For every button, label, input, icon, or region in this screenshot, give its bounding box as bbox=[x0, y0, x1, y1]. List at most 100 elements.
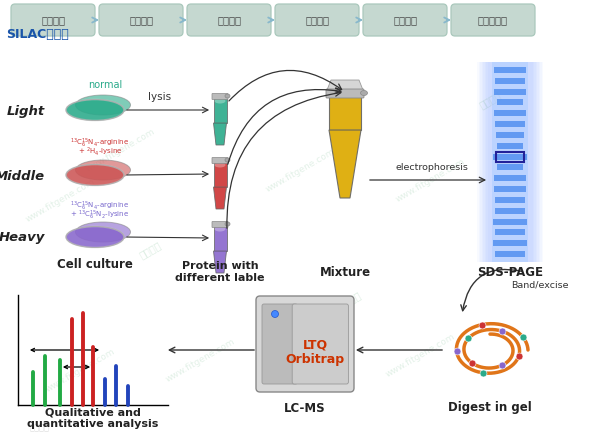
Bar bbox=[477, 62, 543, 262]
FancyBboxPatch shape bbox=[363, 4, 447, 36]
FancyBboxPatch shape bbox=[256, 296, 354, 392]
Bar bbox=[479, 62, 542, 262]
Bar bbox=[497, 165, 523, 171]
Bar bbox=[329, 95, 361, 130]
FancyBboxPatch shape bbox=[187, 4, 271, 36]
Bar bbox=[494, 67, 526, 73]
Text: www.fitgene.com: www.fitgene.com bbox=[24, 177, 96, 223]
FancyBboxPatch shape bbox=[212, 222, 228, 227]
Bar bbox=[486, 62, 534, 262]
Bar bbox=[493, 240, 527, 246]
Bar bbox=[495, 121, 525, 127]
Ellipse shape bbox=[76, 160, 131, 180]
Ellipse shape bbox=[215, 98, 226, 103]
Text: 电泳分离: 电泳分离 bbox=[217, 15, 241, 25]
Text: 定性与定量: 定性与定量 bbox=[478, 15, 508, 25]
FancyBboxPatch shape bbox=[275, 4, 359, 36]
Text: 酶切消化: 酶切消化 bbox=[305, 15, 329, 25]
Bar bbox=[487, 62, 533, 262]
Text: lysis: lysis bbox=[148, 92, 172, 102]
Text: Mixture: Mixture bbox=[319, 265, 371, 278]
Bar bbox=[494, 110, 526, 116]
FancyArrowPatch shape bbox=[268, 17, 273, 23]
FancyArrowPatch shape bbox=[92, 17, 97, 23]
Text: LTQ
Orbitrap: LTQ Orbitrap bbox=[286, 338, 344, 366]
Bar bbox=[496, 229, 524, 236]
Text: Protein with
different lable: Protein with different lable bbox=[175, 261, 265, 283]
Text: www.fitgene.com: www.fitgene.com bbox=[44, 346, 116, 394]
Ellipse shape bbox=[66, 226, 124, 248]
Polygon shape bbox=[214, 123, 227, 145]
Bar bbox=[497, 100, 523, 106]
Ellipse shape bbox=[361, 90, 367, 96]
Bar bbox=[494, 186, 526, 192]
Text: $^{13}$C$_6^{15}$N$_4$-arginine: $^{13}$C$_6^{15}$N$_4$-arginine bbox=[70, 136, 130, 150]
FancyBboxPatch shape bbox=[262, 304, 298, 384]
Ellipse shape bbox=[66, 100, 124, 120]
Text: SILAC流程图: SILAC流程图 bbox=[6, 29, 69, 42]
Text: 辉骏生物: 辉骏生物 bbox=[337, 290, 362, 310]
Bar bbox=[483, 62, 537, 262]
Ellipse shape bbox=[215, 162, 226, 168]
FancyArrowPatch shape bbox=[444, 17, 449, 23]
Polygon shape bbox=[214, 251, 227, 273]
Text: Cell culture: Cell culture bbox=[57, 259, 133, 271]
Bar bbox=[214, 226, 227, 251]
Text: Light: Light bbox=[7, 104, 45, 117]
Bar bbox=[482, 62, 539, 262]
Ellipse shape bbox=[225, 94, 230, 98]
Text: Middle: Middle bbox=[0, 169, 45, 182]
FancyBboxPatch shape bbox=[326, 89, 364, 98]
Bar bbox=[214, 162, 227, 187]
Polygon shape bbox=[329, 130, 361, 198]
FancyBboxPatch shape bbox=[11, 4, 95, 36]
Ellipse shape bbox=[225, 222, 230, 226]
FancyBboxPatch shape bbox=[451, 4, 535, 36]
Text: + $^{13}$C$_6^{15}$N$_2$-lysine: + $^{13}$C$_6^{15}$N$_2$-lysine bbox=[70, 208, 130, 222]
Bar bbox=[494, 89, 526, 95]
Polygon shape bbox=[327, 80, 363, 90]
Text: 质谱检测: 质谱检测 bbox=[393, 15, 417, 25]
Bar bbox=[495, 78, 525, 84]
Bar bbox=[496, 152, 524, 162]
FancyBboxPatch shape bbox=[292, 304, 349, 384]
Bar bbox=[493, 154, 527, 160]
Bar bbox=[492, 62, 528, 262]
FancyBboxPatch shape bbox=[212, 158, 228, 164]
Text: Band/excise: Band/excise bbox=[511, 281, 569, 290]
Ellipse shape bbox=[76, 95, 131, 115]
Bar bbox=[214, 98, 227, 123]
Text: Heavy: Heavy bbox=[0, 232, 45, 245]
Polygon shape bbox=[214, 187, 227, 209]
Text: Qualitative and
quantitative analysis: Qualitative and quantitative analysis bbox=[28, 407, 158, 429]
Text: www.fitgene.com: www.fitgene.com bbox=[164, 336, 236, 384]
FancyBboxPatch shape bbox=[212, 94, 228, 100]
Text: normal: normal bbox=[88, 80, 122, 90]
Bar bbox=[485, 62, 536, 262]
Ellipse shape bbox=[225, 158, 230, 162]
Bar bbox=[480, 62, 540, 262]
Bar bbox=[496, 132, 524, 138]
FancyArrowPatch shape bbox=[180, 17, 185, 23]
Text: 辉骏生物: 辉骏生物 bbox=[137, 240, 163, 260]
Circle shape bbox=[271, 310, 278, 317]
Text: 辉骏生物: 辉骏生物 bbox=[30, 423, 50, 433]
Text: Digest in gel: Digest in gel bbox=[448, 401, 532, 414]
Text: electrophoresis: electrophoresis bbox=[395, 164, 469, 172]
Bar bbox=[497, 143, 523, 149]
Bar bbox=[493, 219, 527, 225]
Text: SDS-PAGE: SDS-PAGE bbox=[477, 266, 543, 279]
FancyArrowPatch shape bbox=[356, 17, 361, 23]
Text: + $^{2}$H$_4$-lysine: + $^{2}$H$_4$-lysine bbox=[77, 146, 122, 158]
Text: www.fitgene.com: www.fitgene.com bbox=[384, 332, 456, 378]
Text: www.fitgene.com: www.fitgene.com bbox=[394, 156, 466, 204]
FancyBboxPatch shape bbox=[99, 4, 183, 36]
Ellipse shape bbox=[66, 165, 124, 185]
Text: www.fitgene.com: www.fitgene.com bbox=[264, 146, 336, 194]
Text: $^{13}$C$_6^{15}$N$_4$-arginine: $^{13}$C$_6^{15}$N$_4$-arginine bbox=[70, 199, 130, 213]
Text: 辉骏生物: 辉骏生物 bbox=[478, 90, 503, 110]
Bar bbox=[496, 197, 524, 203]
Ellipse shape bbox=[215, 226, 226, 232]
Text: 细胞培养: 细胞培养 bbox=[41, 15, 65, 25]
Ellipse shape bbox=[76, 222, 131, 242]
